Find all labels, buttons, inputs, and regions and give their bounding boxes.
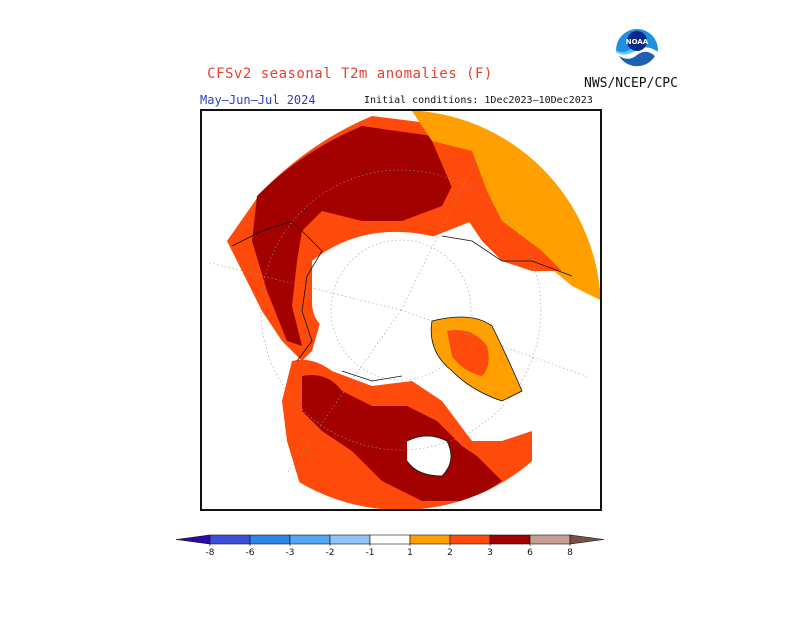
latitude-circle: [260, 169, 542, 451]
season-label: May–Jun–Jul 2024: [200, 93, 316, 107]
colorbar-tick-label: 2: [447, 548, 453, 558]
colorbar-bin: [409, 534, 451, 545]
region-russia-core: [252, 126, 462, 346]
colorbar-bin: [529, 534, 571, 545]
initial-conditions-label: Initial conditions: 1Dec2023–10Dec2023: [364, 95, 593, 106]
colorbar-tick-label: 6: [527, 548, 533, 558]
region-siberia-warm: [432, 141, 562, 271]
region-canada: [302, 375, 502, 501]
colorbar-bin: [449, 534, 491, 545]
colorbar-bin: [249, 534, 291, 545]
colorbar-bin: [489, 534, 531, 545]
colorbar-tick-label: -6: [246, 548, 255, 558]
colorbar-tick-label: -2: [326, 548, 335, 558]
colorbar-tick-label: -3: [286, 548, 295, 558]
colorbar-tick-label: 8: [567, 548, 573, 558]
colorbar-tick-label: -1: [366, 548, 375, 558]
coastline: [231, 220, 573, 477]
meridian-line: [400, 309, 600, 382]
colorbar-bin: [369, 534, 411, 545]
noaa-logo: NOAA: [615, 28, 659, 76]
colorbar-tick-label: 1: [407, 548, 413, 558]
latitude-circle: [330, 239, 472, 381]
meridian-line: [400, 111, 501, 311]
colorbar-bin: [209, 534, 251, 545]
region-greenland-core: [447, 330, 489, 376]
colorbar-bin: [569, 534, 605, 545]
agency-label: NWS/NCEP/CPC: [584, 76, 678, 91]
colorbar-tick-label: 3: [487, 548, 493, 558]
colorbar-tick-label: -8: [206, 548, 215, 558]
colorbar: -8 -6 -3 -2 -1 1 2 3 6 8: [175, 534, 605, 558]
region-hudson: [407, 436, 451, 476]
chart-title: CFSv2 seasonal T2m anomalies (F): [207, 66, 493, 82]
polar-map: [200, 109, 602, 511]
polar-map-svg: [202, 111, 600, 509]
colorbar-bin: [175, 534, 211, 545]
colorbar-bin: [289, 534, 331, 545]
noaa-logo-text: NOAA: [626, 38, 649, 46]
colorbar-bin: [329, 534, 371, 545]
meridian-line: [261, 309, 402, 509]
